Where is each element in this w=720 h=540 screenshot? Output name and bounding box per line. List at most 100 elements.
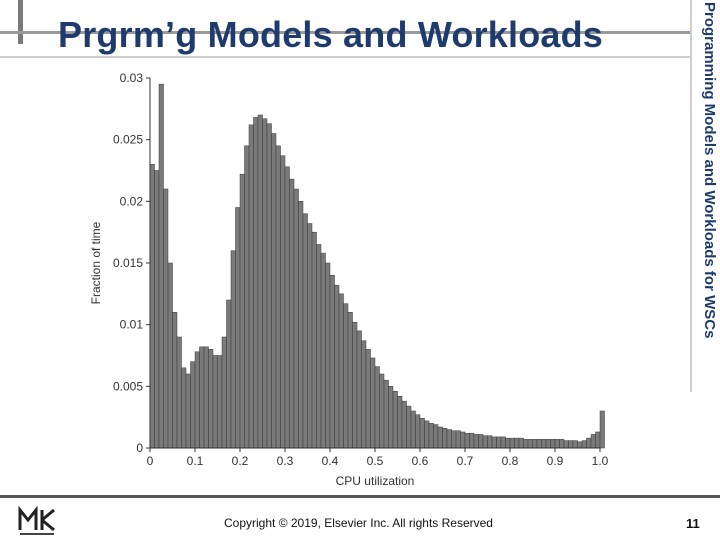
histogram-bar [569, 441, 574, 448]
histogram-bar [533, 439, 538, 448]
histogram-bar [501, 437, 506, 448]
histogram-bar [515, 438, 520, 448]
histogram-bar [582, 441, 587, 448]
histogram-bar [393, 391, 398, 448]
histogram-bar [411, 411, 416, 448]
histogram-bar [312, 232, 317, 448]
histogram-bar [245, 146, 250, 448]
histogram-bar [276, 146, 281, 448]
histogram-bar [353, 322, 358, 448]
histogram-bar [236, 208, 241, 449]
histogram-bar [434, 425, 439, 448]
histogram-bar [519, 438, 524, 448]
copyright-text: Copyright © 2019, Elsevier Inc. All righ… [224, 516, 493, 530]
x-tick-label: 0.3 [277, 454, 294, 468]
histogram-bar [555, 439, 560, 448]
histogram-bar [416, 415, 421, 448]
histogram-bar [447, 430, 452, 449]
histogram-bar [357, 331, 362, 448]
y-tick-label: 0.01 [120, 318, 144, 332]
histogram-bar [380, 374, 385, 448]
x-axis-label: CPU utilization [336, 474, 415, 488]
x-tick-label: 0.9 [547, 454, 564, 468]
histogram-bar [168, 263, 173, 448]
histogram-bar [227, 300, 232, 448]
histogram-bar [272, 134, 277, 449]
histogram-bar [218, 356, 223, 449]
y-tick-label: 0.03 [120, 71, 144, 85]
y-tick-label: 0.005 [113, 379, 143, 393]
histogram-bar [263, 119, 268, 448]
y-tick-label: 0.015 [113, 256, 143, 270]
cpu-utilization-histogram: 00.0050.010.0150.020.0250.0300.10.20.30.… [80, 66, 620, 494]
histogram-bar [204, 347, 209, 448]
x-tick-label: 0.7 [457, 454, 474, 468]
histogram-bar [155, 171, 160, 449]
histogram-bar [596, 432, 601, 448]
x-tick-label: 0.4 [322, 454, 339, 468]
histogram-bar [339, 294, 344, 448]
histogram-bar [362, 341, 367, 448]
histogram-bar [488, 436, 493, 448]
histogram-bar [200, 347, 205, 448]
histogram-bar [308, 224, 313, 448]
histogram-bar [542, 439, 547, 448]
histogram-bar [465, 433, 470, 448]
histogram-bar [285, 167, 290, 448]
histogram-bar [213, 356, 218, 449]
histogram-bar [438, 427, 443, 448]
histogram-bar [182, 368, 187, 448]
histogram-bar [587, 438, 592, 448]
histogram-bar [164, 189, 169, 448]
title-underline [0, 56, 690, 58]
histogram-bar [524, 439, 529, 448]
title-accent-bar [18, 0, 23, 44]
histogram-bar [528, 439, 533, 448]
histogram-bar [173, 312, 178, 448]
histogram-bar [195, 352, 200, 448]
histogram-bar [461, 432, 466, 448]
histogram-bar [456, 431, 461, 448]
histogram-bar [191, 362, 196, 448]
histogram-bar [290, 179, 295, 448]
histogram-bar [537, 439, 542, 448]
histogram-bar [492, 437, 497, 448]
histogram-bar [335, 285, 340, 448]
histogram-bar [483, 436, 488, 448]
side-title-text: Programming Models and Workloads for WSC… [692, 2, 718, 382]
histogram-bar [443, 428, 448, 448]
histogram-bar [474, 434, 479, 448]
histogram-bar [402, 401, 407, 448]
histogram-bar [222, 337, 227, 448]
histogram-bar [479, 434, 484, 448]
histogram-bar [398, 396, 403, 448]
histogram-bar [497, 437, 502, 448]
slide-footer: Copyright © 2019, Elsevier Inc. All righ… [0, 495, 720, 540]
histogram-bar [429, 423, 434, 448]
histogram-bar [294, 189, 299, 448]
x-tick-label: 0.2 [232, 454, 249, 468]
histogram-bar [546, 439, 551, 448]
histogram-bar [209, 349, 214, 448]
slide-title: Prgrm’g Models and Workloads [58, 14, 603, 56]
histogram-bar [560, 439, 565, 448]
histogram-bar [317, 245, 322, 449]
histogram-bar [344, 304, 349, 448]
histogram-bar [420, 418, 425, 448]
histogram-bar [600, 411, 605, 448]
histogram-bar [177, 337, 182, 448]
histogram-bar [254, 117, 259, 448]
histogram-bar [578, 442, 583, 448]
histogram-bar [348, 312, 353, 448]
x-tick-label: 0.6 [412, 454, 429, 468]
side-title: Programming Models and Workloads for WSC… [692, 2, 718, 382]
histogram-bar [452, 431, 457, 448]
histogram-bar [186, 374, 191, 448]
histogram-bar [371, 358, 376, 448]
histogram-bar [326, 263, 331, 448]
histogram-bar [281, 156, 286, 448]
histogram-bar [375, 367, 380, 448]
histogram-bar [299, 201, 304, 448]
y-tick-label: 0 [136, 441, 143, 455]
x-tick-label: 0.1 [187, 454, 204, 468]
